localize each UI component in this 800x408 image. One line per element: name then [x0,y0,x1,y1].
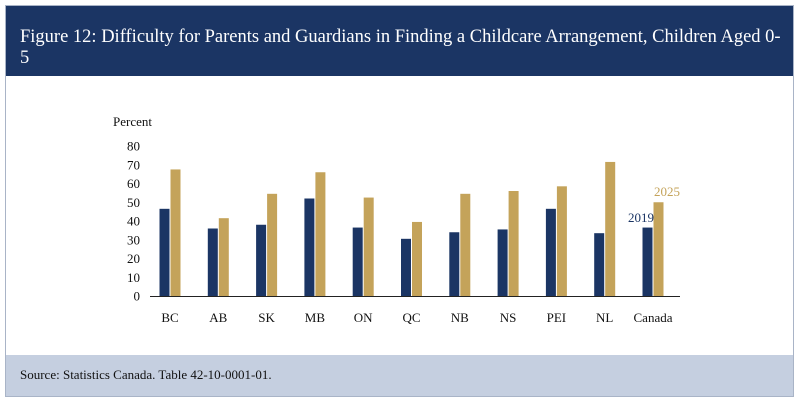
figure-frame: Figure 12: Difficulty for Parents and Gu… [5,5,794,397]
x-tick-label: Canada [634,310,673,325]
y-tick-label: 20 [127,251,140,266]
bar-2025-pei [556,186,567,296]
figure-title: Figure 12: Difficulty for Parents and Gu… [6,6,793,76]
series-label-2025: 2025 [654,184,680,199]
y-axis-ticks: 0 10 20 30 40 50 60 70 80 [127,139,140,304]
bar-2025-qc [412,221,422,296]
y-tick-label: 80 [127,139,140,154]
x-tick-label: NL [596,310,613,325]
bar-2025-canada [653,202,664,296]
figure-source: Source: Statistics Canada. Table 42-10-0… [6,355,793,396]
y-tick-label: 70 [127,157,140,172]
bar-2019-ab [207,228,218,296]
bars [150,161,680,297]
x-tick-label: SK [258,310,275,325]
y-axis-label: Percent [113,114,152,129]
y-tick-label: 50 [127,195,140,210]
x-tick-label: AB [209,310,227,325]
y-tick-label: 0 [134,289,141,304]
bar-2025-nl [605,161,616,296]
bar-2019-mb [304,198,315,296]
bar-2025-nb [460,193,471,296]
series-label-2019: 2019 [628,210,654,225]
x-tick-label: ON [354,310,373,325]
y-tick-label: 60 [127,176,140,191]
x-tick-label: MB [305,310,326,325]
x-axis-ticks: BC AB SK MB ON QC NB NS PEI NL Canada [161,310,672,325]
bar-2025-mb [315,172,326,296]
bar-2019-bc [159,208,170,296]
bar-2019-sk [256,224,267,296]
bar-2019-pei [545,208,556,296]
bar-2025-ab [218,218,229,296]
x-tick-label: QC [402,310,420,325]
y-tick-label: 40 [127,214,140,229]
y-tick-label: 10 [127,270,140,285]
x-tick-label: NS [500,310,517,325]
x-tick-label: NB [451,310,469,325]
bar-2019-nb [449,232,460,296]
bar-2019-nl [594,233,605,296]
x-tick-label: PEI [547,310,567,325]
y-tick-label: 30 [127,232,140,247]
bar-2019-on [352,227,363,296]
bar-2025-on [363,197,374,296]
bar-2019-canada [642,227,653,296]
bar-2025-sk [267,193,278,296]
bar-2019-ns [497,229,508,296]
bar-2025-bc [170,169,181,296]
x-tick-label: BC [161,310,178,325]
bar-2025-ns [508,191,519,296]
bar-2019-qc [401,238,411,296]
